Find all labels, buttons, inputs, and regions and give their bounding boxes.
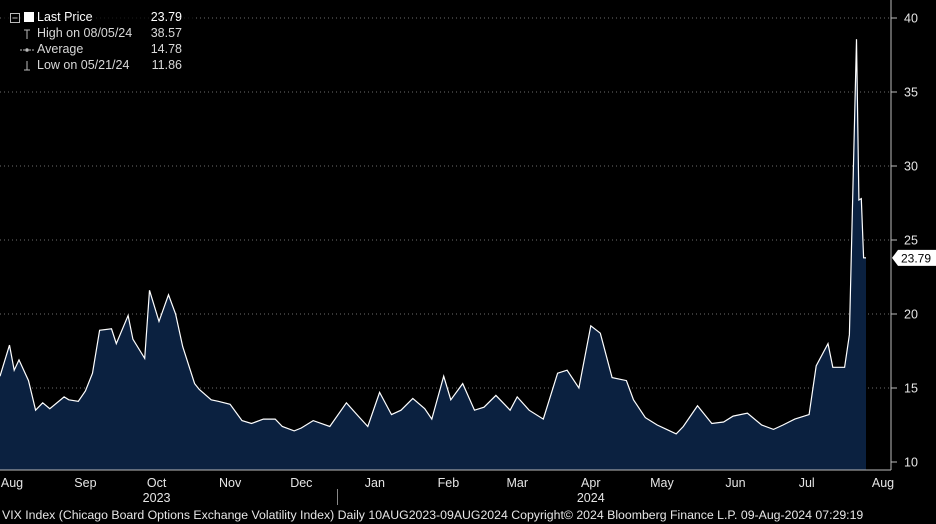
y-tick-label: 15 [904,382,918,396]
legend-row-last-price: Last Price 23.79 [4,10,194,25]
x-month-label: Dec [290,476,312,490]
price-line [0,39,867,435]
last-price-tag: 23.79 [892,249,936,266]
y-tick-label: 35 [904,86,918,100]
x-month-label: Feb [438,476,460,490]
last-price-tag-label: 23.79 [901,251,931,265]
x-month-label: Apr [581,476,600,490]
collapse-box-icon[interactable] [10,13,20,23]
legend-average-label: Average [37,42,84,56]
x-month-label: Aug [1,476,23,490]
legend-row-low: Low on 05/21/24 11.86 [4,58,194,73]
x-month-label: May [650,476,674,490]
x-year-label: 2023 [143,491,171,505]
chart-legend: Last Price 23.79 High on 08/05/24 38.57 … [4,6,194,80]
legend-high-value: 38.57 [150,26,182,40]
x-month-label: Sep [74,476,96,490]
legend-last-label: Last Price [37,10,93,24]
x-month-label: Jun [725,476,745,490]
average-marker-icon [20,48,34,52]
y-tick-label: 30 [904,160,918,174]
high-marker-icon [24,29,30,39]
y-tick-label: 25 [904,234,918,248]
chart-footer: VIX Index (Chicago Board Options Exchang… [2,508,864,522]
x-axis-month-labels: Aug Sep Oct Nov Dec Jan Feb Mar Apr May Jun Jul Aug [1,476,894,490]
year-divider [337,489,338,505]
low-marker-icon [24,61,30,71]
y-tick-label: 40 [904,12,918,26]
legend-row-average: Average 14.78 [4,42,194,57]
legend-average-value: 14.78 [150,42,182,56]
x-month-label: Oct [147,476,167,490]
legend-last-value: 23.79 [150,10,182,24]
x-month-label: Nov [219,476,242,490]
x-axis-year-labels: 2023 2024 [143,491,605,505]
legend-low-label: Low on 05/21/24 [37,58,130,72]
last-price-swatch-icon [24,12,34,22]
y-axis-ticks: 10 15 20 25 30 35 40 [891,12,918,470]
y-tick-label: 20 [904,308,918,322]
x-year-label: 2024 [577,491,605,505]
x-month-label: Jul [799,476,815,490]
x-month-label: Jan [365,476,385,490]
price-area-fill [0,39,866,470]
legend-low-value: 11.86 [151,58,182,72]
x-month-label: Aug [872,476,894,490]
legend-high-label: High on 08/05/24 [37,26,133,40]
y-tick-label: 10 [904,456,918,470]
legend-row-high: High on 08/05/24 38.57 [4,26,194,41]
x-month-label: Mar [506,476,528,490]
